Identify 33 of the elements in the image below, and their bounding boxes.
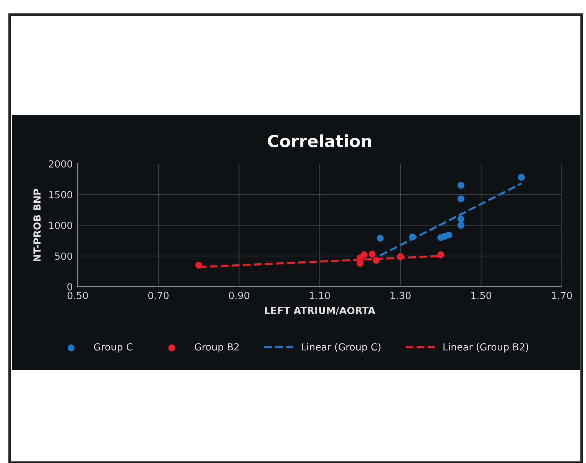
point	[458, 182, 465, 189]
point	[458, 222, 465, 229]
y-axis-title: NT-PROB BNP	[34, 189, 41, 262]
point	[372, 257, 380, 264]
point	[458, 196, 465, 203]
point	[397, 253, 404, 260]
legend-label: Linear (Group B2)	[444, 343, 528, 353]
x-tick-label: 1.10	[310, 292, 330, 300]
x-tick-label: 1.70	[552, 292, 572, 300]
y-tick-label: 500	[55, 252, 72, 260]
point	[446, 232, 453, 239]
x-tick-label: 0.90	[229, 292, 250, 300]
point	[458, 216, 465, 223]
chart-title: Correlation	[268, 134, 372, 148]
point	[368, 250, 376, 258]
legend-label: Group C	[94, 343, 133, 353]
point	[377, 234, 384, 242]
x-tick-label: 0.70	[148, 292, 169, 300]
point	[360, 252, 368, 258]
x-tick-label: 0.50	[68, 292, 88, 300]
x-tick-label: 1.30	[390, 292, 411, 300]
y-tick-label: 1500	[49, 191, 72, 199]
point	[196, 262, 202, 269]
y-tick-label: 2000	[49, 160, 72, 168]
y-tick-label: 1000	[49, 222, 72, 230]
legend-label: Group B2	[194, 343, 239, 353]
legend-label: Linear (Group C)	[302, 343, 381, 353]
point	[438, 252, 444, 258]
point	[518, 174, 526, 182]
x-axis-title: LEFT ATRIUM/AORTA	[265, 307, 376, 316]
y-tick-label: 0	[68, 283, 72, 291]
point	[409, 234, 416, 241]
x-tick-label: 1.50	[472, 292, 492, 300]
